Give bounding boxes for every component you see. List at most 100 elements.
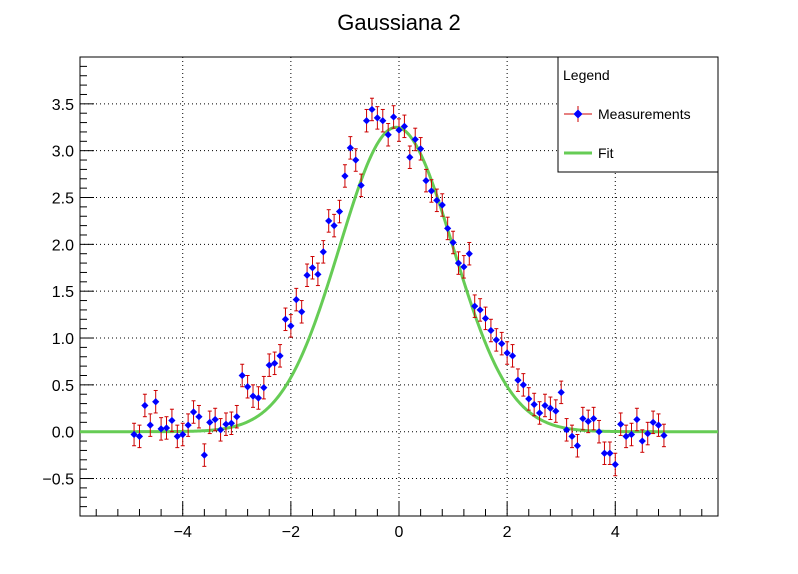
data-marker bbox=[454, 259, 463, 267]
measurement-point bbox=[514, 368, 522, 392]
measurement-point bbox=[465, 241, 473, 266]
data-marker bbox=[557, 388, 565, 396]
measurement-point bbox=[654, 413, 663, 437]
data-marker bbox=[487, 326, 495, 335]
data-marker bbox=[476, 306, 484, 314]
measurement-point bbox=[611, 452, 619, 477]
measurement-point bbox=[638, 429, 646, 453]
measurement-point bbox=[384, 123, 392, 147]
data-marker bbox=[319, 248, 327, 256]
fit-curve bbox=[80, 125, 718, 434]
measurement-point bbox=[168, 408, 176, 433]
measurement-point bbox=[184, 413, 192, 437]
measurement-point bbox=[335, 199, 344, 224]
data-marker bbox=[379, 117, 387, 125]
measurement-point bbox=[595, 419, 603, 444]
legend-entry-measurements: Measurements bbox=[564, 106, 691, 122]
measurement-point bbox=[600, 441, 609, 465]
data-marker bbox=[179, 430, 187, 439]
data-marker bbox=[184, 421, 192, 429]
data-marker bbox=[514, 376, 522, 384]
data-marker bbox=[492, 336, 500, 344]
data-marker bbox=[206, 418, 214, 426]
measurement-point bbox=[584, 409, 592, 434]
data-marker bbox=[530, 400, 538, 409]
data-marker bbox=[368, 105, 376, 114]
data-marker bbox=[465, 250, 473, 258]
y-tick-label: 3.5 bbox=[52, 97, 74, 114]
data-marker bbox=[260, 384, 268, 392]
y-tick-label: 0.5 bbox=[52, 378, 74, 395]
data-marker bbox=[535, 409, 544, 417]
data-marker bbox=[644, 429, 652, 438]
measurement-point bbox=[427, 179, 436, 203]
data-marker bbox=[200, 451, 208, 459]
data-marker bbox=[330, 222, 338, 230]
data-marker bbox=[384, 131, 392, 139]
measurement-point bbox=[189, 400, 198, 424]
data-marker bbox=[238, 371, 246, 380]
measurement-point bbox=[417, 137, 425, 161]
measurement-point bbox=[546, 396, 554, 421]
y-tick-label: 3.0 bbox=[52, 144, 74, 161]
data-marker bbox=[579, 414, 587, 423]
measurement-point bbox=[406, 145, 414, 169]
measurement-point bbox=[471, 294, 479, 318]
measurement-point bbox=[590, 406, 598, 431]
data-marker bbox=[373, 114, 381, 122]
data-marker bbox=[460, 263, 468, 271]
data-marker bbox=[362, 117, 371, 125]
measurement-point bbox=[179, 422, 187, 447]
legend-entry-fit: Fit bbox=[564, 145, 614, 161]
measurement-point bbox=[362, 108, 371, 133]
legend-fit-label: Fit bbox=[598, 145, 614, 161]
data-marker bbox=[406, 153, 414, 161]
data-marker bbox=[541, 401, 549, 410]
measurement-point bbox=[341, 164, 349, 188]
measurement-point bbox=[152, 389, 160, 414]
measurement-point bbox=[395, 118, 403, 142]
data-marker bbox=[627, 430, 636, 439]
y-tick-label: 0.0 bbox=[52, 425, 74, 442]
measurement-point bbox=[438, 193, 446, 217]
measurement-point bbox=[206, 410, 214, 435]
data-marker bbox=[654, 421, 663, 429]
data-marker bbox=[152, 398, 160, 406]
y-tick-label: 1.0 bbox=[52, 331, 74, 348]
measurement-point bbox=[303, 263, 311, 287]
measurement-point bbox=[508, 344, 517, 368]
data-marker bbox=[168, 416, 176, 425]
data-marker bbox=[227, 419, 235, 427]
data-marker bbox=[287, 322, 295, 330]
data-marker bbox=[314, 270, 322, 278]
measurement-point bbox=[627, 422, 636, 447]
data-marker bbox=[146, 421, 154, 429]
x-tick-label: 0 bbox=[395, 524, 404, 541]
data-marker bbox=[162, 424, 171, 432]
legend-measurements-marker bbox=[573, 109, 583, 119]
data-marker bbox=[352, 156, 360, 164]
measurement-point bbox=[227, 411, 235, 436]
measurement-point bbox=[254, 386, 263, 410]
measurement-point bbox=[422, 168, 430, 193]
data-marker bbox=[281, 315, 290, 323]
data-marker bbox=[503, 349, 511, 357]
measurement-point bbox=[308, 256, 317, 280]
measurement-point bbox=[433, 188, 441, 213]
chart-title: Gaussiana 2 bbox=[337, 10, 461, 35]
measurement-point bbox=[492, 328, 500, 352]
data-marker bbox=[157, 425, 165, 433]
measurement-point bbox=[346, 136, 354, 160]
measurement-point bbox=[276, 344, 284, 368]
measurement-point bbox=[330, 213, 338, 238]
measurement-point bbox=[460, 255, 468, 279]
data-marker bbox=[249, 392, 257, 400]
x-tick-label: 2 bbox=[503, 524, 512, 541]
y-tick-label: −0.5 bbox=[42, 472, 74, 489]
measurement-point bbox=[244, 374, 252, 399]
measurement-point bbox=[541, 393, 549, 418]
data-marker bbox=[595, 428, 603, 436]
measurement-point bbox=[579, 406, 587, 431]
data-marker bbox=[233, 413, 241, 421]
data-marker bbox=[573, 442, 582, 450]
